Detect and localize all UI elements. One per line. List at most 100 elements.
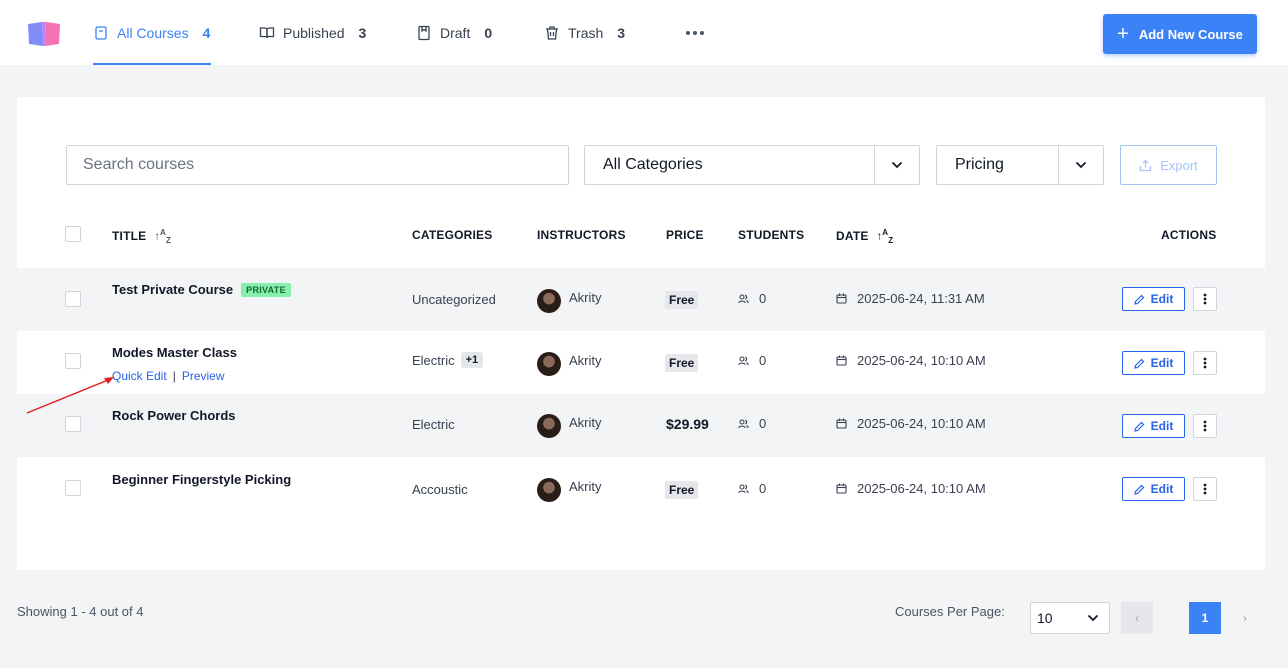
next-page-button[interactable]: ›	[1243, 611, 1247, 625]
add-new-course-button[interactable]: + Add New Course	[1103, 14, 1257, 54]
row-checkbox[interactable]	[65, 480, 81, 496]
course-instructor: Akrity	[537, 285, 602, 313]
column-header-instructors: INSTRUCTORS	[537, 228, 626, 242]
avatar	[537, 289, 561, 313]
table-row: Modes Master Class Quick Edit | Preview …	[17, 331, 1265, 394]
more-tabs-button[interactable]	[684, 22, 706, 44]
tab-label: Trash	[568, 24, 604, 41]
page-1-button[interactable]: 1	[1189, 602, 1221, 634]
tab-all-courses[interactable]: All Courses 4	[93, 0, 211, 65]
student-count-value: 0	[759, 291, 767, 306]
chevron-down-icon	[1058, 146, 1103, 184]
course-date: 2025-06-24, 10:10 AM	[836, 481, 986, 496]
row-checkbox[interactable]	[65, 291, 81, 307]
course-category-text: Electric	[412, 352, 455, 368]
category-select[interactable]: All Categories	[584, 145, 920, 185]
per-page-select[interactable]: 10	[1030, 602, 1110, 634]
edit-button[interactable]: Edit	[1122, 351, 1185, 375]
course-category: Electric	[412, 417, 455, 432]
row-menu-button[interactable]	[1193, 477, 1217, 501]
student-count: 0	[738, 481, 766, 496]
table-row: Rock Power Chords Electric Akrity $29.99…	[17, 394, 1265, 457]
student-count: 0	[738, 353, 766, 368]
student-count: 0	[738, 291, 766, 306]
link-separator: |	[172, 369, 176, 383]
per-page-label: Courses Per Page:	[895, 604, 1005, 619]
price-badge: Free	[665, 354, 699, 372]
chevron-down-icon	[1087, 614, 1099, 622]
select-all-checkbox[interactable]	[65, 226, 81, 242]
tab-published[interactable]: Published 3	[259, 0, 366, 65]
calendar-icon	[836, 355, 847, 366]
sort-icon[interactable]: ↑AZ	[154, 228, 172, 245]
column-header-title-label: TITLE	[112, 229, 147, 244]
course-title-text: Rock Power Chords	[112, 408, 236, 423]
tab-trash[interactable]: Trash 3	[544, 0, 625, 65]
table-row: Beginner Fingerstyle Picking Accoustic A…	[17, 457, 1265, 520]
row-menu-button[interactable]	[1193, 414, 1217, 438]
course-date-value: 2025-06-24, 10:10 AM	[857, 353, 986, 368]
column-header-students: STUDENTS	[738, 228, 805, 242]
sort-icon[interactable]: ↑AZ	[876, 228, 894, 245]
tab-draft[interactable]: Draft 0	[416, 0, 492, 65]
courses-card: All Categories Pricing Export TITLE ↑AZ …	[17, 97, 1265, 570]
plus-icon: +	[1117, 23, 1129, 45]
users-icon	[738, 293, 749, 303]
search-input[interactable]	[66, 145, 569, 185]
course-date: 2025-06-24, 10:10 AM	[836, 416, 986, 431]
app-logo[interactable]	[26, 20, 62, 48]
course-category: Accoustic	[412, 482, 468, 497]
price-badge: Free	[665, 481, 699, 499]
chevron-down-icon	[874, 146, 919, 184]
edit-button[interactable]: Edit	[1122, 414, 1185, 438]
course-title[interactable]: Modes Master Class	[112, 345, 237, 360]
course-category: Electric +1	[412, 352, 484, 368]
course-title[interactable]: Beginner Fingerstyle Picking	[112, 472, 291, 487]
column-header-title[interactable]: TITLE ↑AZ	[112, 228, 171, 245]
quick-edit-link[interactable]: Quick Edit	[112, 369, 167, 383]
course-title-text: Beginner Fingerstyle Picking	[112, 472, 292, 487]
column-header-price: PRICE	[666, 228, 704, 242]
export-icon	[1140, 159, 1152, 171]
student-count: 0	[738, 416, 766, 431]
trash-icon	[544, 25, 560, 41]
column-header-date-label: DATE	[836, 229, 869, 244]
calendar-icon	[836, 293, 847, 304]
tab-label: Draft	[440, 24, 471, 41]
course-title[interactable]: Rock Power Chords	[112, 408, 236, 423]
more-categories-badge[interactable]: +1	[460, 352, 484, 368]
top-navigation-bar: All Courses 4 Published 3 Draft 0 Trash …	[0, 0, 1288, 65]
row-menu-button[interactable]	[1193, 287, 1217, 311]
export-label: Export	[1160, 157, 1198, 173]
row-checkbox[interactable]	[65, 353, 81, 369]
row-checkbox[interactable]	[65, 416, 81, 432]
pagination-summary: Showing 1 - 4 out of 4	[17, 604, 144, 619]
student-count-value: 0	[759, 353, 767, 368]
book-icon	[93, 25, 109, 41]
course-category: Uncategorized	[412, 292, 496, 307]
preview-link[interactable]: Preview	[181, 369, 225, 383]
course-price: $29.99	[666, 416, 709, 432]
row-quick-actions: Quick Edit | Preview	[112, 369, 225, 383]
calendar-icon	[836, 418, 847, 429]
instructor-name: Akrity	[569, 352, 602, 368]
edit-button[interactable]: Edit	[1122, 477, 1185, 501]
export-button[interactable]: Export	[1120, 145, 1217, 185]
row-menu-button[interactable]	[1193, 351, 1217, 375]
course-title[interactable]: Test Private Course PRIVATE	[112, 282, 291, 297]
draft-icon	[416, 25, 432, 41]
previous-page-button[interactable]: ‹	[1121, 602, 1153, 634]
tab-label: All Courses	[117, 24, 189, 41]
users-icon	[738, 483, 749, 493]
edit-label: Edit	[1150, 482, 1174, 496]
calendar-icon	[836, 483, 847, 494]
column-header-date[interactable]: DATE ↑AZ	[836, 228, 893, 245]
tab-count: 3	[358, 24, 367, 41]
pricing-select[interactable]: Pricing	[936, 145, 1104, 185]
instructor-name: Akrity	[569, 478, 602, 494]
kebab-icon	[1203, 357, 1207, 369]
private-badge: PRIVATE	[241, 282, 291, 297]
avatar	[537, 352, 561, 376]
edit-button[interactable]: Edit	[1122, 287, 1185, 311]
tab-count: 3	[617, 24, 626, 41]
